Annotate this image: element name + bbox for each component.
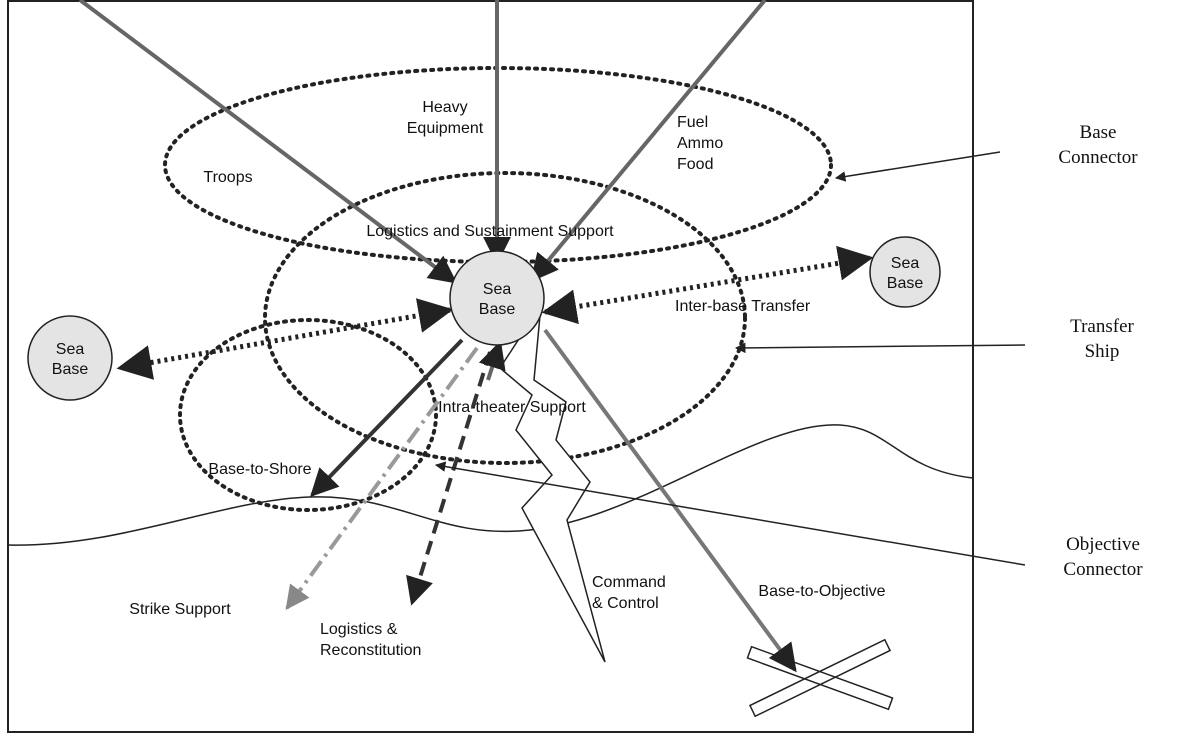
label: Inter-base Transfer: [675, 298, 811, 315]
callout: Objective Connector: [1063, 534, 1143, 580]
label: Base-to-Objective: [758, 583, 885, 600]
sea-base: [27, 315, 113, 401]
sea-base: [869, 236, 941, 308]
callout-line: [434, 461, 1026, 566]
label: Fuel Ammo Food: [677, 114, 723, 173]
node-label: Sea Base: [52, 341, 89, 378]
label-line: Inter-base Transfer: [675, 298, 811, 315]
label-line: Base-to-Objective: [758, 583, 885, 600]
callout-line: Connector: [1063, 559, 1143, 580]
sea-base: [449, 250, 545, 346]
label-line: & Control: [592, 595, 659, 612]
label: Logistics & Reconstitution: [320, 621, 421, 659]
label-line: Reconstitution: [320, 642, 421, 659]
zone-ellipse: [178, 318, 438, 512]
target-bar: [748, 638, 892, 718]
node-label: Sea Base: [887, 255, 924, 292]
label-line: Base-to-Shore: [208, 461, 311, 478]
label-line: Logistics and Sustainment Support: [366, 223, 614, 240]
label-line: Troops: [203, 169, 252, 186]
arrow: [530, 0, 767, 283]
arrow: [116, 298, 454, 380]
callout-line: Base: [1080, 122, 1117, 143]
transfer-lines: [116, 245, 874, 673]
arrow: [406, 351, 492, 606]
node-label-line: Base: [479, 301, 516, 318]
node-label-line: Sea: [483, 281, 512, 298]
node-label-line: Sea: [56, 341, 85, 358]
arrow: [541, 245, 874, 325]
node-label-line: Base: [887, 275, 924, 292]
label-line: Fuel: [677, 114, 708, 131]
arrow: [478, 340, 506, 381]
target: [746, 638, 894, 718]
callout-line: [734, 342, 1026, 354]
label-line: Logistics &: [320, 621, 398, 638]
label-line: Equipment: [407, 120, 484, 137]
callout: Base Connector: [1058, 122, 1138, 168]
arrow: [310, 338, 464, 498]
target-bar: [746, 645, 894, 711]
callout-line: Connector: [1058, 147, 1138, 168]
frame: [7, 0, 974, 733]
arrow: [285, 346, 479, 610]
label: Command & Control: [592, 574, 666, 612]
arrow: [78, 0, 458, 284]
callout-lines: [434, 151, 1026, 566]
label-line: Command: [592, 574, 666, 591]
supply-lines: [78, 0, 767, 284]
node-label-line: Sea: [891, 255, 920, 272]
label: Troops: [203, 169, 252, 186]
coastline: [7, 424, 974, 546]
callout-line: Ship: [1085, 341, 1120, 362]
callout-line: Transfer: [1070, 316, 1134, 337]
label-line: Ammo: [677, 135, 723, 152]
label-line: Intra-theater Support: [438, 399, 586, 416]
label: Strike Support: [129, 601, 231, 618]
callout-line: Objective: [1066, 534, 1140, 555]
label: Intra-theater Support: [438, 399, 586, 416]
label: Heavy Equipment: [407, 99, 484, 137]
lightning: [499, 304, 606, 663]
node-label: Sea Base: [479, 281, 516, 318]
callout: Transfer Ship: [1070, 316, 1134, 362]
label: Base-to-Shore: [208, 461, 311, 478]
label-line: Food: [677, 156, 713, 173]
label-line: Heavy: [422, 99, 467, 116]
arrow: [543, 328, 797, 673]
label: Logistics and Sustainment Support: [366, 223, 614, 240]
callout-line: [834, 151, 1001, 182]
label-line: Strike Support: [129, 601, 231, 618]
node-label-line: Base: [52, 361, 89, 378]
